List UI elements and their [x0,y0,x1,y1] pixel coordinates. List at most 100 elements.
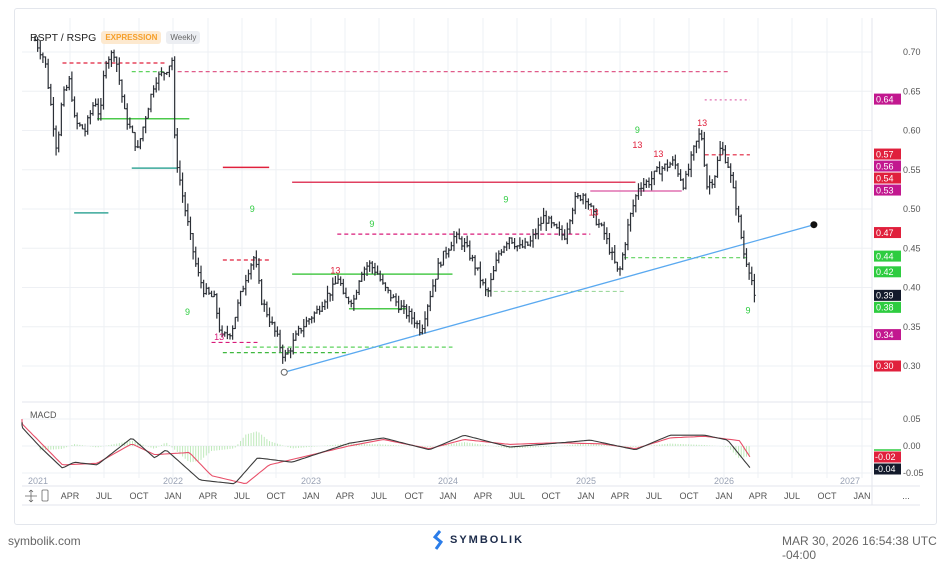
price-bar [497,250,501,264]
month-label[interactable]: JUL [784,491,800,501]
price-badge-label: 0.42 [876,267,894,277]
price-bar [750,266,754,286]
month-label[interactable]: OCT [542,491,562,501]
macd-signal-line [21,419,751,484]
month-label[interactable]: APR [474,491,493,501]
price-bar [236,299,240,322]
month-label[interactable]: APR [611,491,630,501]
price-tick-label: 0.60 [903,126,921,136]
price-bar [486,287,490,298]
year-label: 2025 [576,476,596,486]
month-label[interactable]: JAN [164,491,181,501]
trendline-start-handle[interactable] [280,368,288,376]
price-badge [874,93,901,105]
price-bar [118,57,121,85]
price-bar [160,67,163,77]
price-bar [368,260,371,272]
month-label[interactable]: JUL [96,491,112,501]
month-label[interactable]: OCT [818,491,838,501]
month-label[interactable]: JUL [371,491,387,501]
month-label[interactable]: JAN [302,491,319,501]
price-bar [616,261,619,272]
price-bar [112,49,116,62]
macd-badge-label: -0.04 [875,464,896,474]
td-count-label: 13 [697,118,707,128]
price-bar [223,331,227,337]
month-label[interactable]: OCT [405,491,425,501]
move-arrows-icon[interactable] [25,489,37,503]
price-bar [347,296,350,305]
month-label[interactable]: JAN [715,491,732,501]
trendline-end-handle[interactable] [810,221,818,229]
price-bar [104,60,108,79]
td-count-label: 9 [745,305,750,315]
price-bar [231,325,234,340]
price-bar [405,304,408,319]
price-bar [342,278,345,295]
month-label[interactable]: JUL [509,491,525,501]
month-label[interactable]: JAN [853,491,870,501]
price-bar [415,320,419,329]
month-label[interactable]: JUL [234,491,250,501]
price-badge-label: 0.64 [876,94,894,104]
month-label[interactable]: OCT [680,491,700,501]
macd-tick-label: -0.05 [903,468,924,478]
month-label[interactable]: APR [61,491,80,501]
price-bar [326,285,329,309]
price-bar [705,163,709,190]
price-bar [215,293,219,319]
symbol-label[interactable]: RSPT / RSPG [30,31,97,44]
price-bar [421,324,424,335]
price-bar [226,325,229,340]
price-bar [305,316,308,328]
price-badge [874,250,901,262]
price-bar [70,71,74,102]
month-label[interactable]: APR [199,491,218,501]
price-bar [183,192,187,217]
price-bar [102,70,105,110]
price-bar [152,85,155,98]
price-bar [294,330,298,341]
month-label[interactable]: JUL [646,491,662,501]
brand-name: SYMBOLIK [450,534,525,546]
month-label[interactable]: OCT [130,491,150,501]
year-label: 2023 [301,476,321,486]
time-axis-more-button[interactable]: ... [902,491,910,501]
price-bar [199,265,203,289]
month-label[interactable]: APR [749,491,768,501]
price-bar [89,110,92,125]
price-bar [376,265,379,275]
td-count-label: 9 [185,307,190,317]
price-badge [874,148,901,160]
price-bar [523,237,527,249]
price-bar [742,230,746,259]
price-bar [386,286,390,294]
price-bar [189,216,192,241]
month-label[interactable]: APR [336,491,355,501]
calendar-icon[interactable] [41,489,49,502]
month-label[interactable]: OCT [267,491,287,501]
price-bar [162,71,166,81]
price-bar [67,76,71,91]
trendline[interactable] [284,224,815,373]
price-bar [544,210,548,231]
price-bar [489,272,493,297]
price-bar [131,125,134,134]
footer-site[interactable]: symbolik.com [8,534,81,548]
price-bar [526,241,530,247]
timeframe-badge[interactable]: Weekly [166,31,201,44]
price-bar [78,122,82,127]
price-bar [739,214,743,240]
price-bar [718,140,722,162]
price-bar [631,199,635,217]
month-label[interactable]: JAN [577,491,594,501]
month-label[interactable]: JAN [439,491,456,501]
price-bar [202,279,205,298]
price-bar [492,265,495,281]
chart-legend: RSPT / RSPG EXPRESSION Weekly [30,31,201,44]
price-bar [255,250,258,268]
price-bar [747,262,751,280]
price-tick-label: 0.65 [903,86,921,96]
price-badge-label: 0.30 [876,361,894,371]
